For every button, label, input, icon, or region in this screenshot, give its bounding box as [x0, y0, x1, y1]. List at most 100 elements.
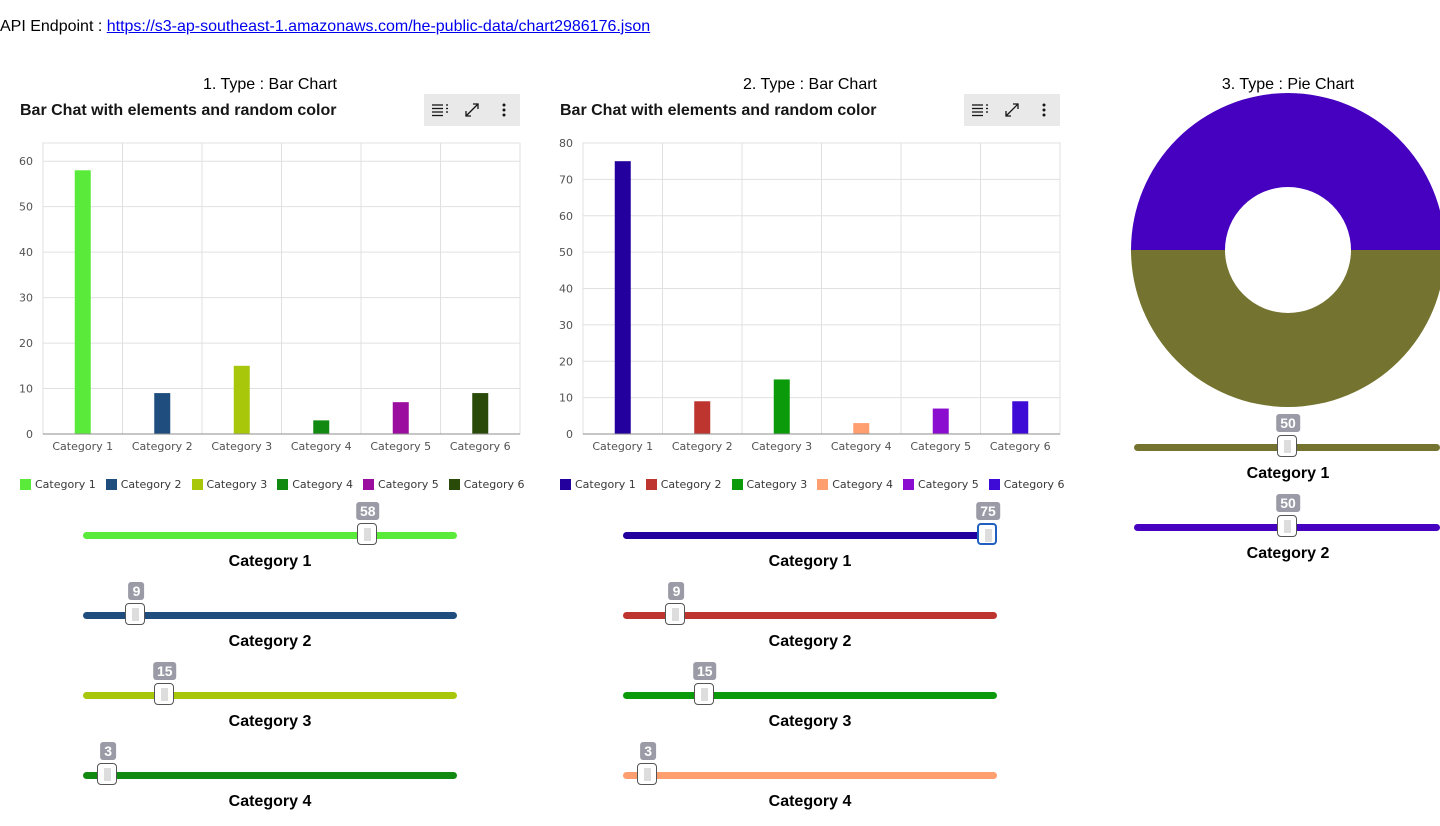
legend-item[interactable]: Category 3: [731, 478, 808, 491]
y-tick-label: 20: [559, 355, 573, 368]
chart1-slider-category-4[interactable]: 3 Category 4: [83, 742, 457, 826]
bar-category-5[interactable]: [392, 402, 409, 434]
legend-item[interactable]: Category 1: [20, 478, 96, 491]
slider-value-badge: 75: [976, 502, 1000, 520]
legend-item[interactable]: Category 5: [363, 478, 439, 491]
slider-track[interactable]: [623, 692, 997, 699]
slider-track[interactable]: [623, 772, 997, 779]
slider-track[interactable]: [623, 612, 997, 619]
bar-category-4[interactable]: [853, 423, 870, 434]
x-tick-label: Category 5: [910, 440, 971, 453]
overflow-menu-icon[interactable]: [1034, 100, 1054, 120]
y-tick-label: 40: [559, 283, 573, 296]
chart2-slider-category-4[interactable]: 3 Category 4: [623, 742, 997, 826]
slider-handle[interactable]: [125, 603, 146, 625]
bar-category-1[interactable]: [74, 170, 91, 434]
bar-category-3[interactable]: [233, 365, 250, 434]
legend-item[interactable]: Category 6: [448, 478, 525, 491]
slider-label: Category 1: [1246, 465, 1330, 482]
slider-handle[interactable]: [153, 683, 174, 705]
pie-slice-category-1[interactable]: [1131, 250, 1440, 407]
slider-track[interactable]: [83, 772, 457, 779]
y-tick-label: 10: [559, 392, 573, 405]
legend-swatch: [105, 479, 117, 490]
legend-label: Category 1: [575, 478, 636, 491]
table-icon[interactable]: [430, 100, 450, 120]
bar-category-4[interactable]: [313, 420, 330, 434]
slider-handle[interactable]: [1277, 435, 1297, 457]
legend-item[interactable]: Category 2: [105, 478, 182, 491]
expand-icon[interactable]: [462, 100, 482, 120]
legend-item[interactable]: Category 4: [817, 478, 893, 491]
bar-category-6[interactable]: [472, 393, 489, 434]
chart3-slider-category-1[interactable]: 50 Category 1: [1134, 414, 1440, 498]
slider-handle[interactable]: [1277, 515, 1297, 537]
legend-item[interactable]: Category 1: [560, 478, 636, 491]
chart2-slider-category-2[interactable]: 9 Category 2: [623, 582, 997, 666]
chart3-donut-chart: [1131, 93, 1440, 407]
slider-handle[interactable]: [693, 683, 714, 705]
api-endpoint-link[interactable]: https://s3-ap-southeast-1.amazonaws.com/…: [106, 18, 651, 35]
y-tick-label: 40: [19, 246, 33, 259]
slider-label: Category 1: [228, 553, 312, 570]
legend-swatch: [560, 479, 571, 490]
legend-item[interactable]: Category 5: [903, 478, 979, 491]
chart2-slider-category-1[interactable]: 75 Category 1: [623, 502, 1000, 586]
bar-category-6[interactable]: [1012, 401, 1029, 434]
chart3-type-title: 3. Type : Pie Chart: [1221, 76, 1355, 93]
y-tick-label: 70: [559, 173, 573, 186]
api-label: API Endpoint :: [0, 18, 107, 35]
chart1-slider-category-3[interactable]: 15 Category 3: [83, 662, 457, 746]
x-tick-label: Category 6: [450, 440, 511, 453]
slider-handle[interactable]: [665, 603, 686, 625]
bar-category-2[interactable]: [154, 393, 171, 434]
expand-icon[interactable]: [1002, 100, 1022, 120]
chart3-slider-category-2[interactable]: 50 Category 2: [1134, 494, 1440, 578]
y-tick-label: 50: [19, 201, 33, 214]
legend-label: Category 3: [746, 478, 808, 491]
slider-handle[interactable]: [977, 523, 997, 545]
chart1-bar-chart: 0 10 20 30 40 50 60 Category 1 Category 2 Categor…: [19, 142, 521, 453]
slider-label: Category 2: [1246, 545, 1330, 562]
legend-label: Category 1: [35, 478, 96, 491]
x-tick-label: Category 2: [132, 440, 193, 453]
y-tick-label: 0: [566, 428, 573, 441]
overflow-menu-icon[interactable]: [494, 100, 514, 120]
slider-track[interactable]: [83, 612, 457, 619]
slider-value-badge: 50: [1276, 494, 1300, 512]
slider-handle[interactable]: [356, 523, 377, 545]
chart1-slider-category-1[interactable]: 58 Category 1: [83, 502, 457, 586]
chart2-slider-category-3[interactable]: 15 Category 3: [623, 662, 997, 746]
bar-category-2[interactable]: [694, 401, 711, 434]
slider-track[interactable]: [83, 692, 457, 699]
pie-slice-category-2[interactable]: [1131, 93, 1440, 250]
chart2-toolbar: [964, 94, 1060, 126]
slider-value-badge: 9: [128, 582, 145, 600]
bar-category-1[interactable]: [614, 161, 631, 434]
y-tick-label: 0: [26, 428, 33, 441]
chart1-title: Bar Chat with elements and random color: [20, 102, 337, 119]
x-tick-label: Category 4: [831, 440, 892, 453]
legend-label: Category 5: [918, 478, 979, 491]
table-icon[interactable]: [970, 100, 990, 120]
legend-label: Category 4: [292, 478, 353, 491]
slider-track[interactable]: [83, 532, 457, 539]
chart1-slider-category-2[interactable]: 9 Category 2: [83, 582, 457, 666]
legend-item[interactable]: Category 3: [191, 478, 267, 491]
chart1-legend: Category 1 Category 2 Category 3 Category 4…: [20, 478, 525, 491]
x-tick-label: Category 3: [751, 440, 812, 453]
bar-category-3[interactable]: [773, 379, 790, 434]
legend-item[interactable]: Category 6: [988, 478, 1065, 491]
legend-swatch: [277, 479, 289, 490]
y-tick-label: 50: [559, 246, 573, 259]
slider-handle[interactable]: [637, 763, 658, 785]
x-tick-label: Category 2: [672, 440, 733, 453]
legend-label: Category 6: [1003, 478, 1065, 491]
slider-track[interactable]: [623, 532, 997, 539]
legend-item[interactable]: Category 4: [277, 478, 353, 491]
chart2-type-title: 2. Type : Bar Chart: [743, 76, 877, 93]
slider-handle[interactable]: [97, 763, 118, 785]
legend-item[interactable]: Category 2: [645, 478, 722, 491]
bar-category-5[interactable]: [932, 408, 949, 434]
api-endpoint-line: API Endpoint : https://s3-ap-southeast-1…: [0, 17, 650, 37]
